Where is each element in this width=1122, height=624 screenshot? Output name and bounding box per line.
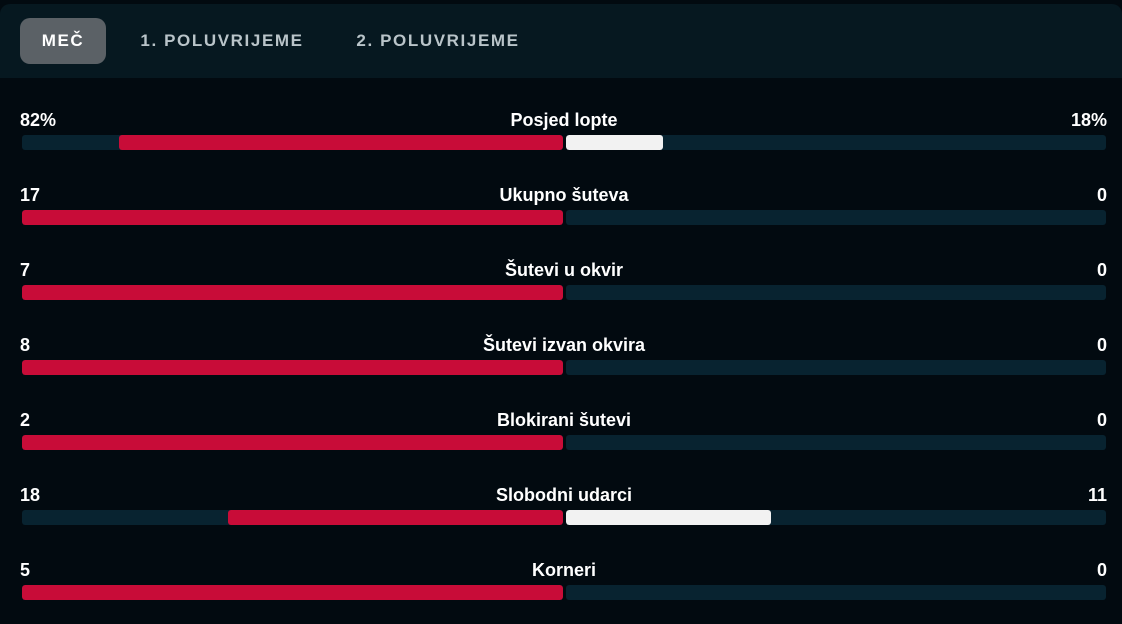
stat-label: Šutevi u okvir bbox=[504, 260, 624, 280]
away-value: 0 bbox=[1096, 560, 1107, 580]
stat-label: Šutevi izvan okvira bbox=[482, 335, 646, 355]
home-bar-fill bbox=[22, 285, 563, 300]
stat-row: 5 Korneri 0 bbox=[0, 558, 1122, 618]
period-tabs: MEČ 1. POLUVRIJEME 2. POLUVRIJEME bbox=[0, 4, 1122, 78]
home-bar-track bbox=[22, 435, 563, 450]
home-value: 18 bbox=[20, 485, 41, 505]
tab-first-half[interactable]: 1. POLUVRIJEME bbox=[140, 31, 304, 50]
away-value: 0 bbox=[1096, 185, 1107, 205]
tab-match[interactable]: MEČ bbox=[20, 18, 106, 64]
stat-row: 2 Blokirani šutevi 0 bbox=[0, 408, 1122, 468]
home-bar-fill bbox=[22, 360, 563, 375]
home-bar-fill bbox=[22, 210, 563, 225]
stat-label: Posjed lopte bbox=[510, 110, 618, 130]
stat-row: 82% Posjed lopte 18% bbox=[0, 108, 1122, 168]
stat-row: 17 Ukupno šuteva 0 bbox=[0, 183, 1122, 243]
home-bar-track bbox=[22, 135, 563, 150]
away-bar-track bbox=[566, 435, 1106, 450]
away-value: 0 bbox=[1096, 335, 1107, 355]
away-value: 0 bbox=[1096, 410, 1107, 430]
home-bar-track bbox=[22, 510, 563, 525]
home-bar-fill bbox=[22, 585, 563, 600]
away-bar-fill bbox=[566, 135, 663, 150]
home-bar-track bbox=[22, 210, 563, 225]
stat-label: Korneri bbox=[531, 560, 596, 580]
away-value: 0 bbox=[1096, 260, 1107, 280]
home-value: 2 bbox=[20, 410, 31, 430]
home-value: 82% bbox=[20, 110, 57, 130]
stat-row: 7 Šutevi u okvir 0 bbox=[0, 258, 1122, 318]
away-bar-track bbox=[566, 285, 1106, 300]
home-value: 17 bbox=[20, 185, 41, 205]
home-bar-fill bbox=[228, 510, 563, 525]
home-bar-track bbox=[22, 285, 563, 300]
stat-row: 8 Šutevi izvan okvira 0 bbox=[0, 333, 1122, 393]
away-value: 18% bbox=[1070, 110, 1107, 130]
home-value: 8 bbox=[20, 335, 31, 355]
tab-second-half[interactable]: 2. POLUVRIJEME bbox=[356, 31, 520, 50]
stat-label: Slobodni udarci bbox=[495, 485, 632, 505]
home-bar-fill bbox=[22, 435, 563, 450]
home-bar-fill bbox=[119, 135, 563, 150]
home-value: 7 bbox=[20, 260, 31, 280]
stat-row: 18 Slobodni udarci 11 bbox=[0, 483, 1122, 543]
away-bar-track bbox=[566, 510, 1106, 525]
home-bar-track bbox=[22, 360, 563, 375]
away-bar-fill bbox=[566, 510, 771, 525]
home-bar-track bbox=[22, 585, 563, 600]
away-bar-track bbox=[566, 360, 1106, 375]
stat-label: Ukupno šuteva bbox=[499, 185, 629, 205]
home-value: 5 bbox=[20, 560, 31, 580]
away-bar-track bbox=[566, 135, 1106, 150]
away-value: 11 bbox=[1087, 485, 1107, 505]
stat-label: Blokirani šutevi bbox=[496, 410, 632, 430]
away-bar-track bbox=[566, 210, 1106, 225]
away-bar-track bbox=[566, 585, 1106, 600]
